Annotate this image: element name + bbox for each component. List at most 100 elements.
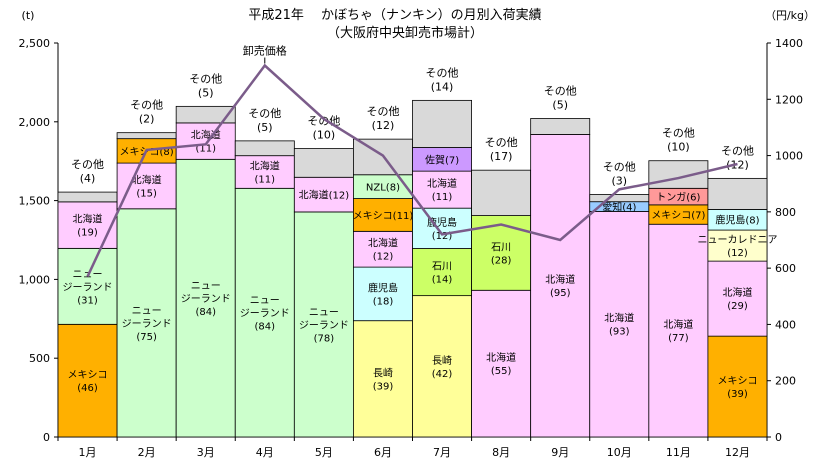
segment-label: (28) <box>491 255 512 266</box>
other-label: その他 <box>189 72 222 85</box>
x-tick-label: 1月 <box>79 446 97 459</box>
other-label: その他 <box>603 160 636 173</box>
other-label: その他 <box>662 127 695 140</box>
bar-segment <box>471 289 532 438</box>
other-label: その他 <box>366 105 399 118</box>
segment-label: 北海道 <box>486 351 516 364</box>
bar-segment <box>412 99 472 148</box>
segment-label: ジーランド <box>240 308 290 320</box>
segment-label: (19) <box>77 228 98 239</box>
segment-label: ジーランド <box>299 319 349 331</box>
segment-label: (14) <box>432 275 453 286</box>
x-tick-label: 11月 <box>666 446 691 459</box>
bar-segment <box>530 118 591 135</box>
segment-label: 北海道 <box>73 213 103 226</box>
segment-label: 佐賀(7) <box>425 154 459 166</box>
bar-segment <box>530 134 591 438</box>
other-pct: (2) <box>139 113 155 126</box>
segment-label: トンガ(6) <box>656 192 700 204</box>
y-unit-left: (t) <box>22 9 35 22</box>
other-label: その他 <box>71 158 104 171</box>
month-bar: 北海道 (93) 愛知(4) その他(3) <box>589 160 650 438</box>
y-right-tick-label: 200 <box>775 375 796 388</box>
other-pct: (5) <box>198 86 214 99</box>
segment-label: 北海道 <box>368 237 398 250</box>
y-right-tick-label: 400 <box>775 318 796 331</box>
segment-label: 北海道 <box>132 173 162 186</box>
chart-subtitle: （大阪府中央卸売市場計） <box>327 25 483 41</box>
month-bar: 北海道 (95) その他(5) <box>530 84 591 438</box>
x-tick-label: 7月 <box>433 446 451 459</box>
other-label: その他 <box>721 144 754 157</box>
bar-segment <box>116 132 177 140</box>
other-pct: (14) <box>431 80 454 93</box>
other-label: その他 <box>544 84 577 97</box>
bar-segment <box>648 223 709 438</box>
price-line: 卸売価格 <box>86 44 738 278</box>
segment-label: ジーランド <box>181 293 231 305</box>
segment-label: ニュー <box>191 281 221 292</box>
segment-label: 鹿児島(8) <box>715 214 759 227</box>
bar-segment <box>707 260 768 337</box>
segment-label: (31) <box>77 295 98 306</box>
segment-label: (15) <box>136 188 157 199</box>
bar-segment <box>234 155 295 189</box>
other-pct: (17) <box>490 150 513 163</box>
segment-label: (12) <box>373 252 394 263</box>
segment-label: ジーランド <box>63 281 113 293</box>
segment-label: メキシコ <box>717 376 757 387</box>
other-label: その他 <box>130 99 163 112</box>
segment-label: (93) <box>609 327 630 338</box>
segment-label: (46) <box>77 383 98 394</box>
segment-label: (11) <box>255 174 276 185</box>
bar-segment <box>589 194 650 203</box>
x-tick-label: 3月 <box>197 446 215 459</box>
y-right-tick-label: 800 <box>775 206 796 219</box>
segment-label: ニュー <box>132 306 162 317</box>
segment-label: (75) <box>136 332 157 343</box>
segment-label: 北海道 <box>722 286 752 299</box>
segment-label: 長崎 <box>432 354 452 367</box>
bar-segment <box>412 207 472 249</box>
segment-label: (39) <box>373 381 394 392</box>
bar-segment <box>353 320 413 438</box>
bar-segment <box>589 211 650 438</box>
segment-label: (84) <box>255 322 276 333</box>
bar-segment <box>234 140 295 157</box>
segment-label: (84) <box>195 307 216 318</box>
x-tick-label: 6月 <box>374 446 392 459</box>
y-left-tick-label: 500 <box>29 352 50 365</box>
segment-label: メキシコ(11) <box>353 211 414 222</box>
x-tick-label: 10月 <box>607 446 632 459</box>
segment-label: 石川 <box>491 242 511 253</box>
y-right-tick-label: 0 <box>775 431 782 444</box>
bar-segment <box>293 211 354 438</box>
segment-label: (29) <box>727 301 748 312</box>
segment-label: NZL(8) <box>366 183 400 194</box>
segment-label: 長崎 <box>373 366 393 379</box>
y-right-tick-label: 1400 <box>775 37 803 50</box>
segment-label: (39) <box>727 389 748 400</box>
other-pct: (10) <box>667 141 690 154</box>
segment-label: (77) <box>668 333 689 344</box>
other-pct: (5) <box>552 98 568 111</box>
y-right-tick-label: 1000 <box>775 150 803 163</box>
month-bar: メキシコ(39)北海道(29)ニューカレドニア(12)鹿児島(8)その他(12) <box>697 144 777 438</box>
segment-label: (11) <box>195 144 216 155</box>
segment-label: 愛知(4) <box>602 201 636 214</box>
x-tick-label: 9月 <box>551 446 569 459</box>
y-right-tick-label: 600 <box>775 262 796 275</box>
bar-segment <box>707 177 768 210</box>
bar-segment <box>116 162 177 210</box>
other-label: その他 <box>426 66 459 79</box>
y-right-tick-label: 1200 <box>775 93 803 106</box>
other-pct: (5) <box>257 121 273 134</box>
x-tick-label: 4月 <box>256 446 274 459</box>
bar-segment <box>57 191 118 203</box>
other-pct: (12) <box>372 119 395 132</box>
segment-label: 石川 <box>432 262 452 273</box>
y-left-tick-label: 1,500 <box>19 195 51 208</box>
